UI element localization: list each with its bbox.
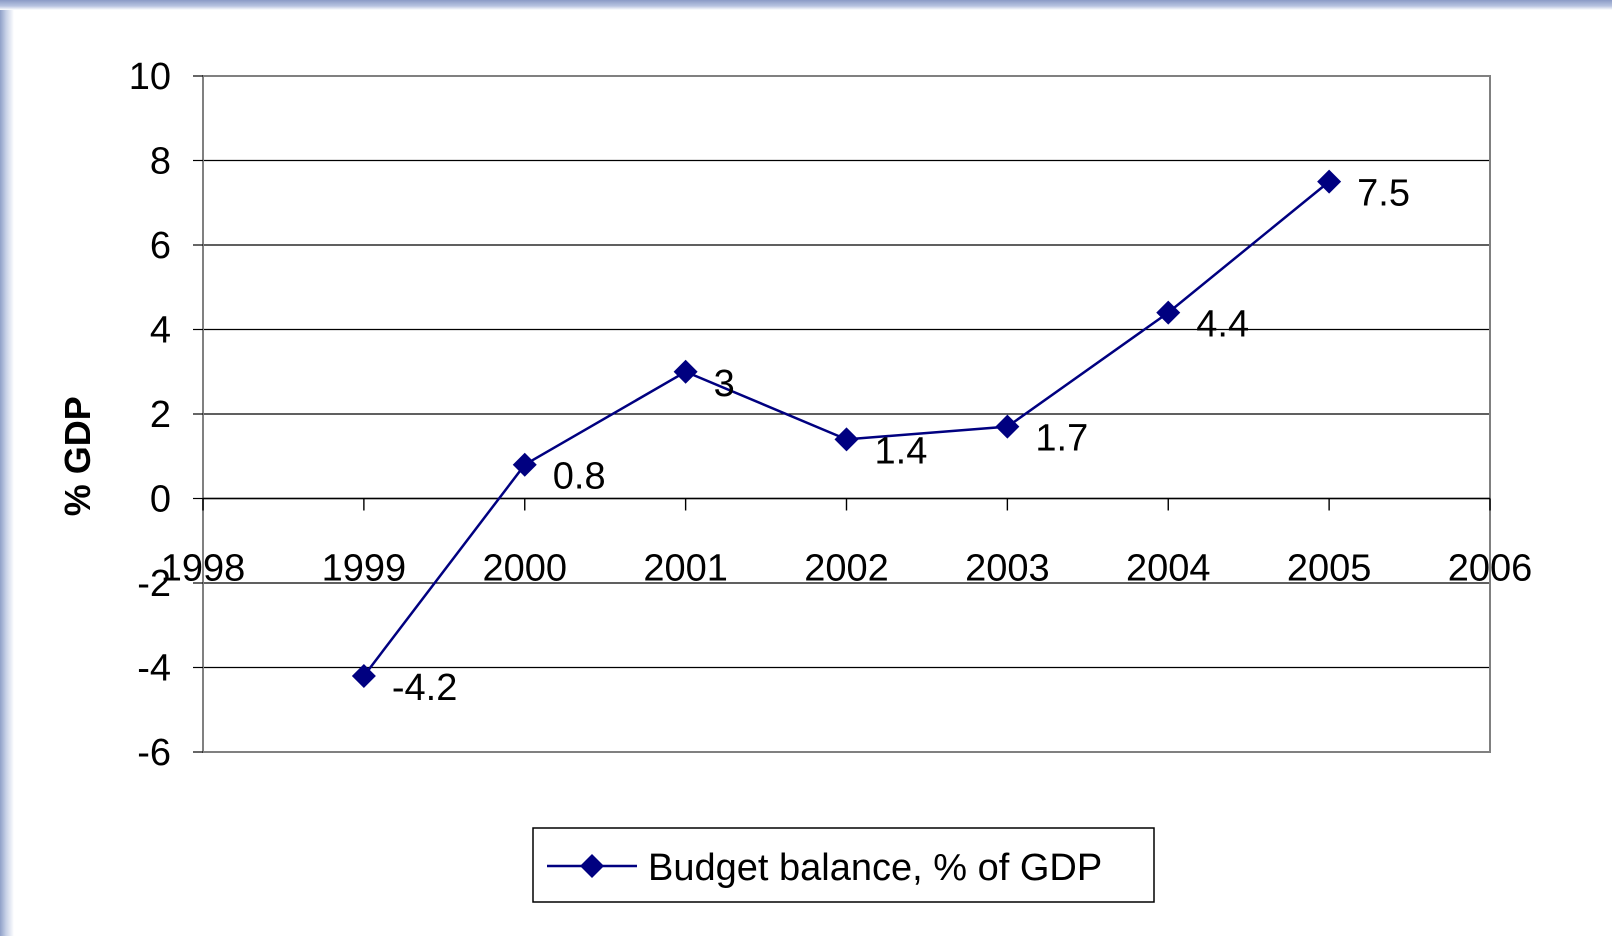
y-axis-ticks: 10 8 6 4 2 0 -2 -4 -6 — [129, 56, 203, 774]
x-tick-label: 2003 — [965, 548, 1050, 590]
slide-top-band — [0, 0, 1612, 10]
data-label: 4.4 — [1196, 304, 1249, 346]
data-label: 1.4 — [875, 430, 928, 472]
data-point — [1156, 300, 1181, 325]
data-point — [1317, 169, 1342, 194]
legend: Budget balance, % of GDP — [532, 827, 1155, 903]
data-point — [351, 663, 376, 688]
data-point — [673, 359, 698, 384]
x-tick-label: 1999 — [322, 548, 407, 590]
x-tick-label: 2000 — [482, 548, 567, 590]
x-tick-label: 2001 — [643, 548, 728, 590]
data-label: 3 — [714, 363, 735, 405]
legend-diamond-marker — [580, 854, 604, 878]
gridlines — [203, 75, 1490, 753]
y-tick-label: 10 — [129, 56, 171, 98]
y-axis-label: % GDP — [57, 396, 98, 516]
x-tick-label: 2005 — [1287, 548, 1372, 590]
y-tick-label: 2 — [150, 394, 171, 436]
y-tick-label: 0 — [150, 479, 171, 521]
y-tick-label: 8 — [150, 141, 171, 183]
x-tick-label: 1998 — [161, 548, 246, 590]
data-label: 0.8 — [553, 456, 606, 498]
series-group: -4.2 0.8 3 1.4 1.7 4.4 7.5 — [351, 169, 1410, 709]
data-label: 7.5 — [1357, 173, 1410, 215]
y-tick-label: 4 — [150, 310, 171, 352]
data-label: 1.7 — [1035, 418, 1088, 460]
legend-entry: Budget balance, % of GDP — [648, 847, 1102, 889]
data-point — [512, 452, 537, 477]
y-tick-label: -2 — [137, 563, 171, 605]
x-tick-label: 2004 — [1126, 548, 1211, 590]
y-tick-label: -6 — [137, 732, 171, 774]
y-tick-label: 6 — [150, 225, 171, 267]
data-label: -4.2 — [392, 667, 457, 709]
data-point — [834, 427, 859, 452]
y-tick-label: -4 — [137, 648, 171, 690]
x-tick-label: 2002 — [804, 548, 889, 590]
x-axis: 1998 1999 2000 2001 2002 2003 2004 2005 2006 — [161, 497, 1533, 590]
x-tick-label: 2006 — [1448, 548, 1533, 590]
data-point — [995, 414, 1020, 439]
